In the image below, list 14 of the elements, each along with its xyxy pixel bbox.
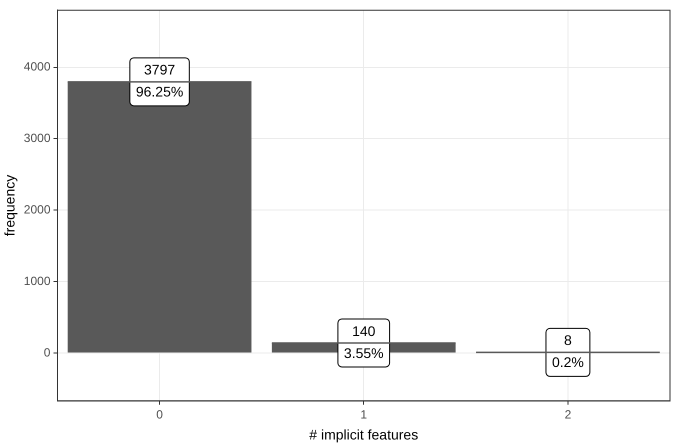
x-tick-label: 1 [360, 407, 368, 422]
x-tick-label: 2 [564, 407, 572, 422]
bar [68, 82, 252, 352]
y-tick-label: 3000 [24, 131, 51, 146]
y-tick-label: 2000 [24, 202, 51, 216]
data-label: 8 0.2% [552, 332, 584, 370]
data-label: 140 3.55% [344, 322, 384, 361]
x-tick-label: 0 [156, 407, 164, 422]
data-label: 3797 96.25% [136, 62, 184, 100]
y-tick-label: 1000 [24, 274, 51, 288]
x-axis-title: # implicit features [309, 426, 418, 442]
y-tick-label: 0 [44, 345, 51, 360]
y-axis-title: frequency [1, 174, 18, 236]
y-tick-label: 4000 [24, 60, 51, 74]
